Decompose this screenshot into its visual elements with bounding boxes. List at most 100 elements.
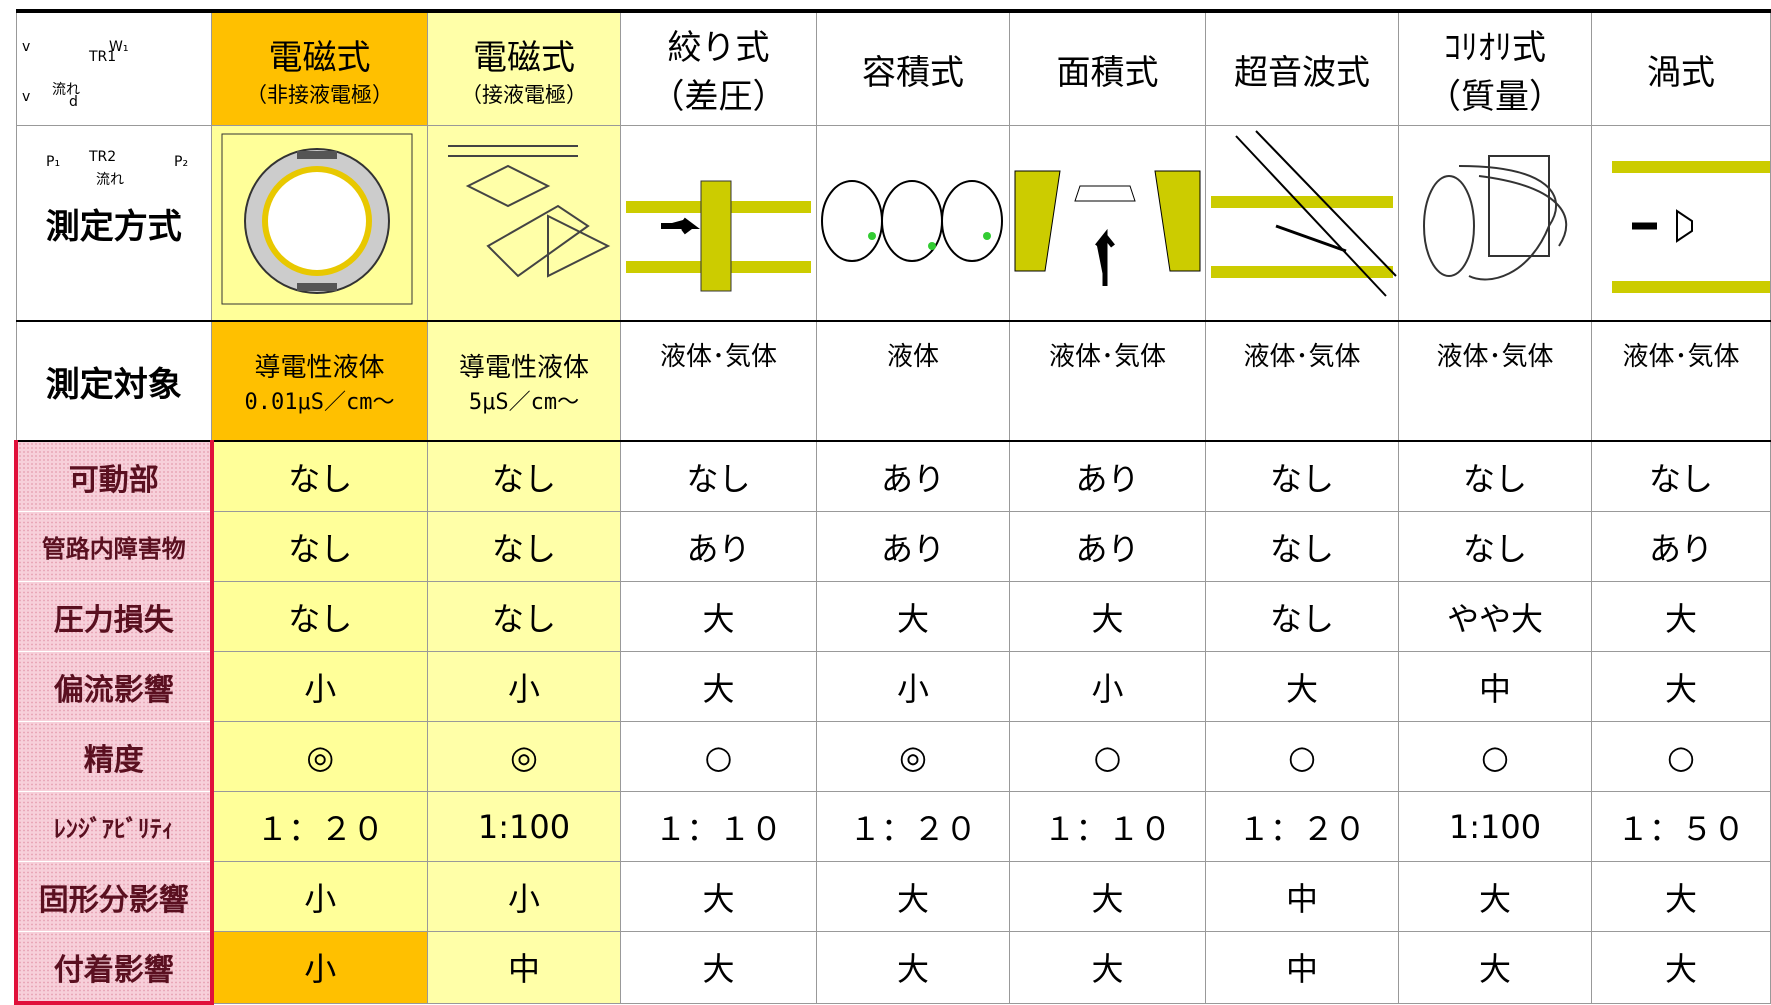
diagram-graphic bbox=[1211, 130, 1397, 297]
value-cell: 大 bbox=[1009, 931, 1206, 1004]
diagram-cell bbox=[1398, 125, 1592, 322]
diagram-cell bbox=[427, 125, 621, 322]
corner-cell bbox=[15, 9, 212, 126]
value-cell: ◎ bbox=[816, 721, 1010, 792]
target-cell: 導電性液体 0.01μS／cm～ bbox=[211, 320, 428, 442]
value-cell: 大 bbox=[1591, 861, 1771, 932]
value-cell: １：２０ bbox=[1205, 791, 1399, 862]
value-cell: １：１０ bbox=[620, 791, 817, 862]
diagram-graphic bbox=[1423, 155, 1568, 281]
target-range: 5μS／cm～ bbox=[468, 389, 580, 415]
row-label: 付着影響 bbox=[14, 931, 214, 1005]
header-cell: 絞り式 （差圧） bbox=[620, 9, 817, 126]
row-label: 精度 bbox=[14, 721, 214, 792]
row-label: 可動部 bbox=[14, 440, 214, 512]
value-cell: なし bbox=[427, 581, 621, 652]
diagram bbox=[1400, 126, 1591, 319]
target-line: 液体･気体 bbox=[1243, 342, 1361, 372]
value-cell: ○ bbox=[1591, 721, 1771, 792]
row-label: 固形分影響 bbox=[14, 861, 214, 932]
attribute-row: 管路内障害物 なし なし あり あり あり なし なし あり bbox=[14, 511, 1771, 582]
target-cell: 導電性液体 5μS／cm～ bbox=[427, 320, 621, 442]
value-cell: 中 bbox=[1205, 861, 1399, 932]
row-label: ﾚﾝｼﾞｱﾋﾞﾘﾃｨ bbox=[14, 791, 214, 862]
column-title: 絞り式 bbox=[667, 28, 770, 68]
header-cell: 渦式 bbox=[1591, 9, 1771, 126]
value-cell: 大 bbox=[1591, 581, 1771, 652]
value-cell: ◎ bbox=[211, 721, 428, 792]
target-line: 導電性液体 bbox=[458, 352, 589, 383]
diagram: 流れ P₁ P₂ bbox=[46, 82, 816, 319]
row-label: 偏流影響 bbox=[14, 651, 214, 722]
target-line: 液体･気体 bbox=[1048, 342, 1166, 372]
value-cell: 中 bbox=[1398, 651, 1592, 722]
diagram bbox=[429, 126, 620, 319]
value-cell: なし bbox=[211, 581, 428, 652]
value-cell: 大 bbox=[1009, 861, 1206, 932]
value-cell: なし bbox=[1591, 440, 1771, 512]
diagram-graphic bbox=[626, 180, 811, 292]
value-cell: 小 bbox=[816, 651, 1010, 722]
attribute-row: 精度 ◎ ◎ ○ ◎ ○ ○ ○ ○ bbox=[14, 721, 1771, 792]
value-cell: あり bbox=[1591, 511, 1771, 582]
value-cell: ○ bbox=[1398, 721, 1592, 792]
column-title: 容積式 bbox=[862, 52, 964, 93]
value-cell: なし bbox=[427, 440, 621, 512]
value-cell: １：２０ bbox=[211, 791, 428, 862]
column-title: 電磁式 bbox=[268, 37, 371, 78]
diagram-cell bbox=[211, 125, 428, 322]
value-cell: 大 bbox=[1398, 861, 1592, 932]
header-cell: ｺﾘｵﾘ式 （質量） bbox=[1398, 9, 1592, 126]
column-subtitle: （接液電極） bbox=[461, 82, 587, 107]
diagram-graphic bbox=[448, 145, 611, 278]
value-cell: 中 bbox=[1205, 931, 1399, 1004]
value-cell: １：１０ bbox=[1009, 791, 1206, 862]
attribute-row: 圧力損失 なし なし大大大なし やや大大 bbox=[14, 581, 1771, 652]
method-row: 測定方式 流れ P₁ P₂ W₁ 流れ TR1 TR2 v v d bbox=[15, 39, 1771, 322]
target-row: 測定対象 導電性液体 0.01μS／cm～ 導電性液体 5μS／cm～ 液体･気体 液体 液体… bbox=[15, 320, 1771, 442]
diagram-graphic bbox=[821, 180, 1003, 262]
value-cell: 1:100 bbox=[427, 791, 621, 862]
column-subtitle: （差圧） bbox=[650, 77, 787, 117]
value-cell: 大 bbox=[620, 651, 817, 722]
value-cell: 大 bbox=[1205, 651, 1399, 722]
value-cell: なし bbox=[620, 440, 817, 512]
row-label: 測定方式 bbox=[15, 125, 212, 322]
value-cell: なし bbox=[1398, 440, 1592, 512]
value-cell: やや大 bbox=[1398, 581, 1592, 652]
value-cell: あり bbox=[1009, 440, 1206, 512]
value-cell: なし bbox=[427, 511, 621, 582]
table-wrap: 電磁式 （非接液電極） 電磁式 （接液電極） 絞り式 （差圧） 容積式 面積式 超音波式 ｺﾘｵﾘ… bbox=[14, 9, 1771, 1005]
column-subtitle: （質量） bbox=[1427, 77, 1563, 117]
value-cell: なし bbox=[211, 511, 428, 582]
attribute-row: ﾚﾝｼﾞｱﾋﾞﾘﾃｨ １：２０ 1:100 １：１０ １：２０ １：１０ １：２０ 1:100… bbox=[14, 791, 1771, 862]
value-cell: 小 bbox=[1009, 651, 1206, 722]
header-cell: 面積式 bbox=[1009, 9, 1206, 126]
value-cell: なし bbox=[1398, 511, 1592, 582]
column-subtitle: （非接液電極） bbox=[246, 82, 393, 107]
page: 電磁式 （非接液電極） 電磁式 （接液電極） 絞り式 （差圧） 容積式 面積式 超音波式 ｺﾘｵﾘ… bbox=[14, 9, 1771, 1005]
value-cell: ○ bbox=[620, 721, 817, 792]
column-title: 渦式 bbox=[1647, 52, 1715, 93]
value-cell: ○ bbox=[1009, 721, 1206, 792]
attribute-row: 付着影響小中大大大中大大 bbox=[14, 931, 1771, 1005]
header-cell: 電磁式 （接液電極） bbox=[427, 9, 621, 126]
diagram-cell: W₁ 流れ bbox=[96, 39, 1206, 322]
attribute-row: 偏流影響小小大小小大中大 bbox=[14, 651, 1771, 722]
header-cell: 容積式 bbox=[816, 9, 1010, 126]
value-cell: 小 bbox=[427, 861, 621, 932]
diagram-cell: 流れ P₁ P₂ bbox=[46, 82, 817, 322]
value-cell: 1:100 bbox=[1398, 791, 1592, 862]
target-line: 導電性液体 bbox=[254, 352, 385, 383]
header-cell: 電磁式 （非接液電極） bbox=[211, 9, 428, 126]
column-title: 面積式 bbox=[1056, 52, 1159, 93]
target-line: 液体･気体 bbox=[659, 342, 777, 372]
value-cell: あり bbox=[816, 440, 1010, 512]
diagram-graphic bbox=[1612, 161, 1770, 293]
column-title: 超音波式 bbox=[1234, 52, 1370, 93]
column-title: 電磁式 bbox=[473, 37, 575, 78]
target-cell: 液体･気体 bbox=[1398, 320, 1592, 442]
target-line: 液体･気体 bbox=[1622, 342, 1740, 372]
value-cell: 小 bbox=[211, 931, 428, 1004]
